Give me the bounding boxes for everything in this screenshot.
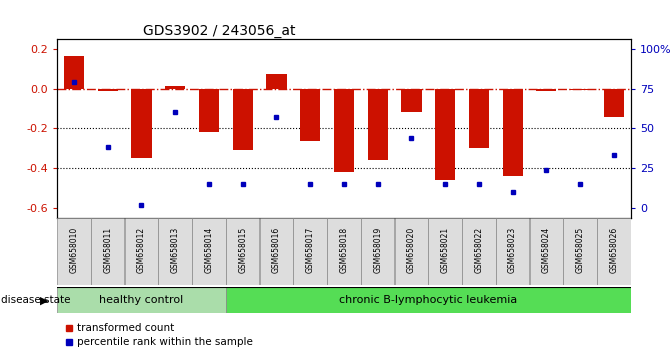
Bar	[125, 218, 158, 285]
Bar	[165, 86, 185, 88]
Text: GSM658020: GSM658020	[407, 227, 416, 273]
Bar	[529, 218, 563, 285]
Bar	[64, 56, 84, 88]
Bar	[570, 88, 590, 90]
Text: healthy control: healthy control	[99, 295, 184, 305]
Bar	[293, 218, 327, 285]
Bar	[469, 88, 489, 148]
Text: GSM658018: GSM658018	[340, 227, 348, 273]
Text: GDS3902 / 243056_at: GDS3902 / 243056_at	[143, 24, 296, 38]
Bar	[361, 218, 395, 285]
Bar	[57, 287, 225, 313]
Text: GSM658024: GSM658024	[542, 227, 551, 273]
Bar	[233, 88, 253, 150]
Bar	[226, 218, 260, 285]
Text: GSM658015: GSM658015	[238, 227, 247, 273]
Text: transformed count: transformed count	[77, 322, 174, 332]
Text: GSM658011: GSM658011	[103, 227, 112, 273]
Bar	[536, 88, 556, 91]
Bar	[97, 88, 118, 91]
Text: GSM658026: GSM658026	[609, 227, 619, 273]
Bar	[333, 88, 354, 172]
Bar	[132, 88, 152, 158]
Bar	[604, 88, 624, 118]
Bar	[395, 218, 428, 285]
Bar	[327, 218, 361, 285]
Text: GSM658023: GSM658023	[508, 227, 517, 273]
Text: chronic B-lymphocytic leukemia: chronic B-lymphocytic leukemia	[339, 295, 517, 305]
Bar	[428, 218, 462, 285]
Bar	[57, 218, 91, 285]
Bar	[158, 218, 192, 285]
Text: GSM658019: GSM658019	[373, 227, 382, 273]
Bar	[496, 218, 529, 285]
Bar	[563, 218, 597, 285]
Text: GSM658021: GSM658021	[441, 227, 450, 273]
Text: GSM658017: GSM658017	[305, 227, 315, 273]
Text: GSM658025: GSM658025	[576, 227, 584, 273]
Bar	[462, 218, 496, 285]
Bar	[597, 218, 631, 285]
Text: GSM658022: GSM658022	[474, 227, 483, 273]
Bar	[503, 88, 523, 176]
Bar	[266, 74, 287, 88]
Text: ▶: ▶	[40, 295, 48, 305]
Text: GSM658014: GSM658014	[205, 227, 213, 273]
Bar	[368, 88, 388, 160]
Bar	[199, 88, 219, 132]
Bar	[401, 88, 421, 113]
Text: disease state: disease state	[1, 295, 70, 305]
Text: GSM658013: GSM658013	[170, 227, 180, 273]
Bar	[192, 218, 225, 285]
Bar	[300, 88, 320, 141]
Bar	[260, 218, 293, 285]
Bar	[91, 218, 125, 285]
Bar	[435, 88, 455, 180]
Text: percentile rank within the sample: percentile rank within the sample	[77, 337, 253, 347]
Bar	[226, 287, 631, 313]
Text: GSM658012: GSM658012	[137, 227, 146, 273]
Text: GSM658010: GSM658010	[69, 227, 79, 273]
Text: GSM658016: GSM658016	[272, 227, 281, 273]
